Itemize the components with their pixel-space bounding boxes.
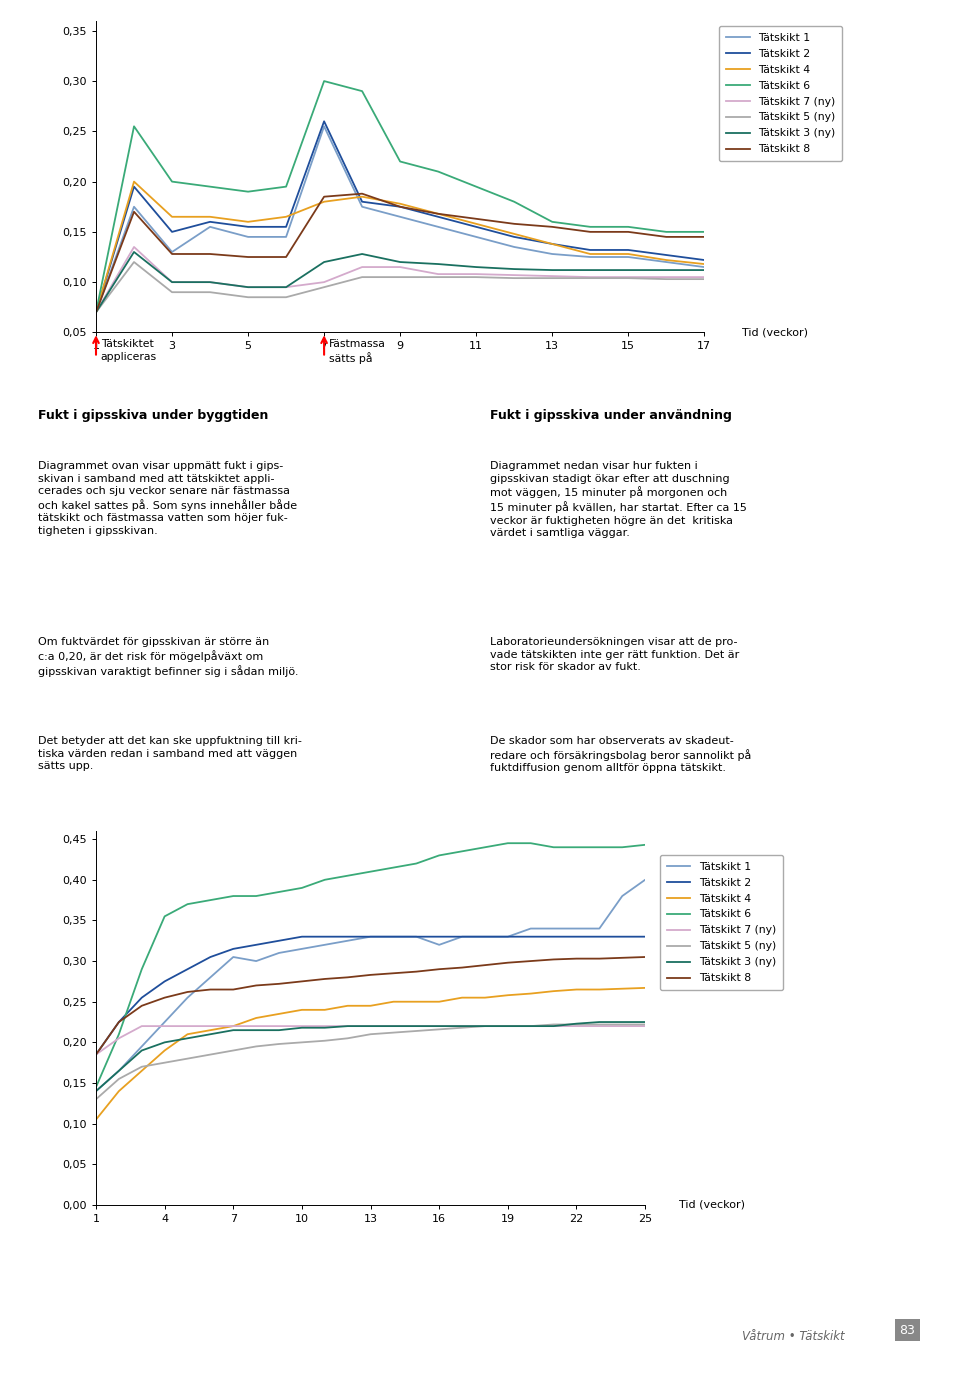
Text: Tid (veckor): Tid (veckor) (680, 1199, 745, 1210)
Text: Tid (veckor): Tid (veckor) (742, 327, 808, 338)
Text: Våtrum • Tätskikt: Våtrum • Tätskikt (742, 1331, 845, 1343)
Legend: Tätskikt 1, Tätskikt 2, Tätskikt 4, Tätskikt 6, Tätskikt 7 (ny), Tätskikt 5 (ny): Tätskikt 1, Tätskikt 2, Tätskikt 4, Täts… (660, 855, 783, 990)
Text: Det betyder att det kan ske uppfuktning till kri-
tiska värden redan i samband m: Det betyder att det kan ske uppfuktning … (38, 737, 302, 771)
Text: Diagrammet ovan visar uppmätt fukt i gips-
skivan i samband med att tätskiktet a: Diagrammet ovan visar uppmätt fukt i gip… (38, 461, 298, 536)
Text: Om fuktvärdet för gipsskivan är större än
c:a 0,20, är det risk för mögelpåväxt : Om fuktvärdet för gipsskivan är större ä… (38, 637, 299, 677)
Text: Fukt i gipsskiva under byggtiden: Fukt i gipsskiva under byggtiden (38, 409, 269, 421)
Text: Tätskiktet
appliceras: Tätskiktet appliceras (101, 339, 156, 361)
Text: 83: 83 (900, 1324, 915, 1337)
Text: De skador som har observerats av skadeut-
redare och försäkringsbolag beror sann: De skador som har observerats av skadeut… (490, 737, 751, 773)
Text: Fukt i gipsskiva under användning: Fukt i gipsskiva under användning (490, 409, 732, 421)
Legend: Tätskikt 1, Tätskikt 2, Tätskikt 4, Tätskikt 6, Tätskikt 7 (ny), Tätskikt 5 (ny): Tätskikt 1, Tätskikt 2, Tätskikt 4, Täts… (719, 26, 842, 161)
Text: Fästmassa
sätts på: Fästmassa sätts på (329, 339, 386, 364)
Text: Laboratorieundersökningen visar att de pro-
vade tätskikten inte ger rätt funkti: Laboratorieundersökningen visar att de p… (490, 637, 739, 672)
Text: Diagrammet nedan visar hur fukten i
gipsskivan stadigt ökar efter att duschning
: Diagrammet nedan visar hur fukten i gips… (490, 461, 747, 539)
